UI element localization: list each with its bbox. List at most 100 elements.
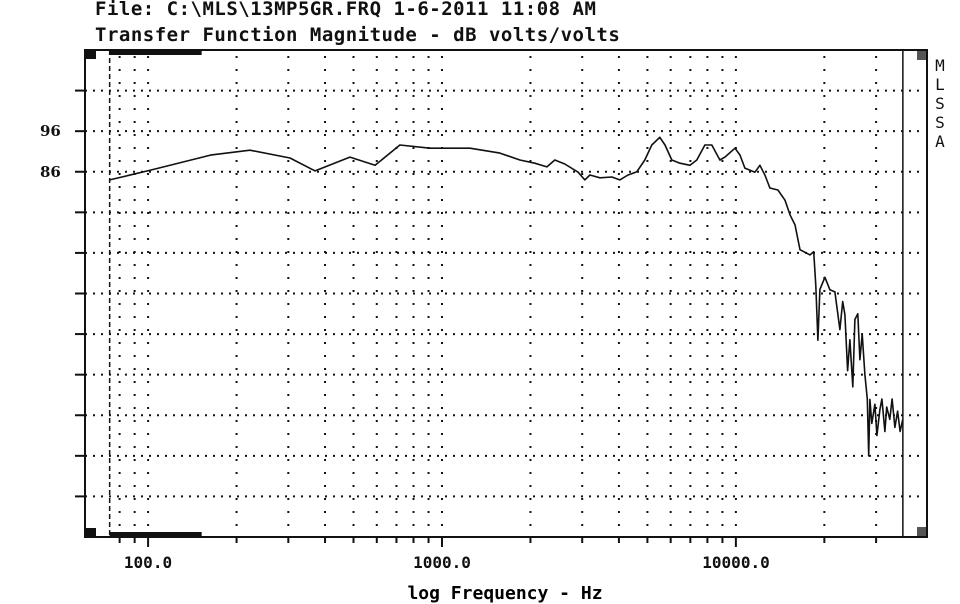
data-point (834, 291, 836, 293)
data-point (861, 333, 863, 335)
data-point (794, 224, 796, 226)
data-point (109, 179, 111, 181)
data-point (819, 288, 821, 291)
data-point (599, 177, 601, 179)
data-point (769, 187, 771, 189)
data-point (554, 159, 556, 161)
data-point (857, 313, 859, 315)
x-tick-label-1000: 1000.0 (413, 553, 471, 572)
y-tick-label-86: 86 (40, 163, 61, 181)
x-tick-label-100: 100.0 (123, 553, 173, 572)
top-left-corner-block (85, 50, 96, 59)
data-point (734, 147, 736, 149)
top-range-bar (109, 49, 202, 55)
bottom-right-corner-block (917, 527, 926, 536)
data-point (671, 159, 673, 161)
data-point (844, 314, 846, 316)
data-point (534, 162, 536, 164)
data-point (711, 144, 713, 146)
data-point (894, 426, 896, 429)
data-point (777, 189, 779, 191)
data-point (839, 329, 841, 331)
data-point (868, 455, 870, 457)
data-point (719, 159, 721, 161)
data-point (849, 339, 851, 341)
data-point (881, 398, 883, 400)
data-point (664, 144, 666, 146)
data-point (644, 159, 646, 161)
data-point (209, 154, 212, 156)
data-point (374, 164, 376, 166)
data-point (429, 147, 431, 149)
data-point (869, 398, 871, 401)
data-point (659, 136, 661, 138)
data-point (636, 171, 638, 173)
data-point (813, 251, 815, 253)
data-point (499, 152, 501, 154)
data-point (829, 289, 831, 291)
data-point (879, 408, 881, 411)
data-point (817, 339, 819, 341)
data-point (899, 430, 901, 433)
data-point (399, 144, 401, 146)
data-point (824, 276, 826, 278)
data-point (679, 162, 681, 164)
data-point (864, 374, 866, 376)
data-point (764, 174, 766, 176)
data-point (815, 284, 817, 286)
data-point (627, 174, 629, 176)
data-point (886, 406, 888, 408)
data-point (874, 403, 876, 405)
y-tick-label-96: 96 (40, 122, 61, 140)
data-point (739, 154, 741, 156)
data-point (902, 418, 904, 420)
mlssa-brand-label: MLSSA (935, 56, 945, 151)
data-point (784, 199, 786, 201)
data-point (789, 214, 791, 216)
top-right-corner-block (917, 51, 926, 60)
data-point (891, 398, 893, 400)
data-point (744, 167, 746, 169)
data-point (689, 164, 691, 166)
data-point (884, 430, 886, 433)
data-point (314, 170, 316, 172)
data-point (619, 179, 621, 181)
data-point (866, 398, 868, 400)
data-point (696, 159, 698, 161)
data-point (809, 254, 811, 256)
data-point (519, 159, 521, 161)
data-point (469, 147, 471, 149)
chart-title: Transfer Function Magnitude - dB volts/v… (95, 24, 621, 46)
data-point (871, 422, 873, 424)
file-info-line: File: C:\MLS\13MP5GR.FRQ 1-6-2011 11:08 … (95, 0, 597, 20)
data-point (799, 249, 801, 251)
data-point (349, 156, 351, 158)
data-point (577, 171, 579, 173)
data-point (754, 171, 756, 173)
x-axis-title: log Frequency - Hz (407, 583, 603, 604)
data-point (589, 174, 591, 176)
data-point (150, 169, 152, 171)
response-curve (109, 136, 904, 457)
data-point (584, 179, 586, 181)
data-point (759, 164, 761, 166)
x-tick-label-10000: 10000.0 (702, 553, 770, 572)
data-point (704, 144, 706, 146)
data-point (854, 318, 856, 321)
data-point (564, 163, 566, 165)
data-point (876, 434, 878, 437)
data-point (896, 410, 899, 412)
data-point (889, 418, 891, 420)
data-point (611, 176, 613, 178)
data-point (842, 301, 844, 303)
plot-frame (84, 49, 928, 538)
data-point (289, 157, 291, 159)
data-point (852, 386, 854, 388)
data-point (847, 370, 849, 372)
data-point (546, 166, 548, 168)
bottom-range-bar (109, 532, 202, 538)
bottom-left-corner-block (85, 528, 96, 537)
data-point (724, 156, 726, 158)
data-point (249, 149, 251, 151)
